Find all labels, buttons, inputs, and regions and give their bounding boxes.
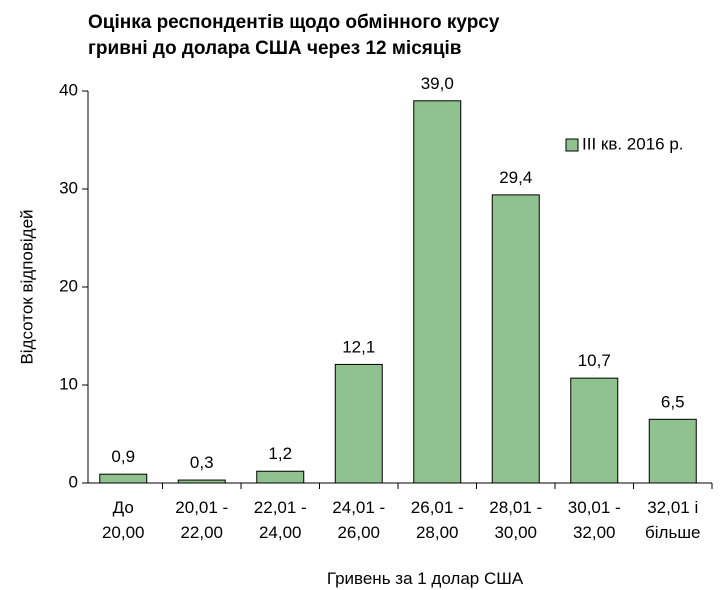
data-label: 29,4 (499, 168, 532, 187)
bar (177, 479, 226, 484)
data-label: 10,7 (578, 351, 611, 370)
data-label: 39,0 (421, 74, 454, 93)
data-label: 12,1 (342, 337, 375, 356)
data-label: 1,2 (268, 444, 292, 463)
x-tick-label: 26,01 - (411, 498, 464, 517)
bar (648, 418, 697, 484)
x-tick-label: 22,01 - (254, 498, 307, 517)
bar (413, 100, 462, 484)
legend-swatch (565, 138, 579, 152)
y-tick-label: 0 (69, 472, 78, 491)
y-axis-label: Відсоток відповідей (17, 209, 36, 364)
x-tick-label: 20,00 (102, 523, 145, 542)
bar (570, 377, 619, 484)
x-tick-label: 32,00 (573, 523, 616, 542)
chart-title: Оцінка респондентів щодо обмінного курсу (88, 12, 500, 33)
data-label: 0,3 (190, 453, 214, 472)
bar (334, 363, 383, 484)
x-tick-label: 30,01 - (568, 498, 621, 517)
x-tick-label: 28,00 (416, 523, 459, 542)
data-label: 0,9 (111, 447, 135, 466)
x-tick-label: 22,00 (180, 523, 223, 542)
x-tick-label: До (113, 498, 134, 517)
x-tick-label: 24,00 (259, 523, 302, 542)
x-tick-label: 26,00 (337, 523, 380, 542)
bar (99, 473, 148, 484)
bar (491, 194, 540, 484)
x-tick-label: 30,00 (494, 523, 537, 542)
x-tick-label: більше (645, 523, 700, 542)
y-tick-label: 40 (59, 80, 78, 99)
legend-label: ІІІ кв. 2016 р. (582, 134, 684, 153)
x-tick-label: 24,01 - (332, 498, 385, 517)
x-tick-label: 28,01 - (489, 498, 542, 517)
x-axis-label: Гривень за 1 долар США (327, 569, 524, 588)
bar (256, 470, 305, 484)
data-label: 6,5 (661, 392, 685, 411)
y-tick-label: 30 (59, 178, 78, 197)
y-tick-label: 20 (59, 276, 78, 295)
x-tick-label: 32,01 і (647, 498, 698, 517)
y-tick-label: 10 (59, 374, 78, 393)
chart-title: гривні до долара США через 12 місяців (88, 38, 462, 59)
x-tick-label: 20,01 - (175, 498, 228, 517)
